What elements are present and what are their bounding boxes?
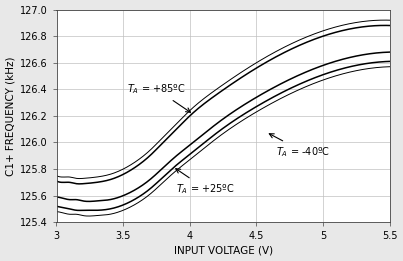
Text: $T_A$ = -40ºC: $T_A$ = -40ºC bbox=[269, 134, 330, 159]
Y-axis label: C1+ FREQUENCY (kHz): C1+ FREQUENCY (kHz) bbox=[6, 56, 16, 176]
Text: $T_A$ = +85ºC: $T_A$ = +85ºC bbox=[127, 82, 191, 112]
Text: $T_A$ = +25ºC: $T_A$ = +25ºC bbox=[176, 169, 235, 196]
X-axis label: INPUT VOLTAGE (V): INPUT VOLTAGE (V) bbox=[174, 245, 273, 256]
